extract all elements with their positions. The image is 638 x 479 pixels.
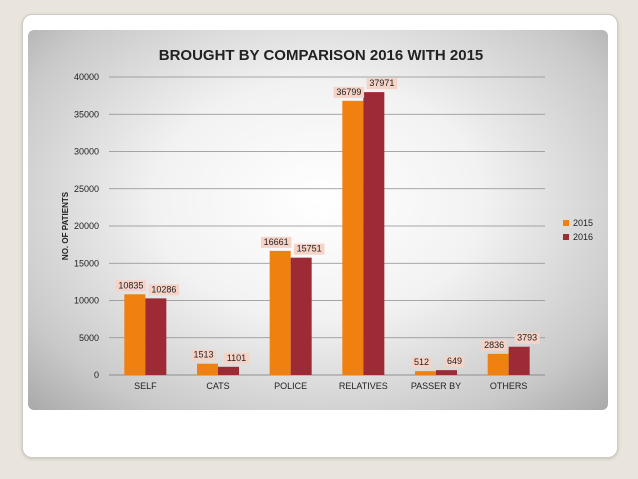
legend: 2015 2016 [563,218,593,242]
bar-2016-relatives [363,92,385,375]
bar-2015-police [269,250,291,375]
data-label: 10286 [151,284,176,294]
data-label: 15751 [297,244,322,254]
data-label-bg [366,78,398,90]
data-label-bg [333,86,365,98]
x-tick-label: POLICE [274,381,307,391]
data-label-bg [148,284,180,296]
data-label: 512 [414,357,429,367]
y-tick-label: 25000 [74,184,99,194]
y-tick-label: 20000 [74,221,99,231]
axes: 0 5000 10000 15000 20000 25000 30000 35000 40000… [74,72,527,391]
bar-2016-police [290,257,312,375]
data-label: 649 [447,356,462,366]
bar-2016-others [508,346,530,375]
data-label-bg [260,236,292,248]
data-label-bg [115,280,147,292]
data-label-bg [444,356,465,368]
legend-label-2016: 2016 [573,232,593,242]
data-label: 36799 [336,87,361,97]
bar-2015-others [487,353,509,375]
data-label-bg [293,243,325,255]
legend-swatch-2015 [563,220,569,226]
grid-lines [109,76,545,376]
x-tick-label: PASSER BY [411,381,461,391]
legend-label-2015: 2015 [573,218,593,228]
data-label-bg [223,352,250,364]
data-label: 10835 [118,280,143,290]
data-label-bg [514,332,540,344]
bar-2015-passer-by [415,371,436,375]
y-tick-label: 5000 [79,333,99,343]
chart-title: BROUGHT BY COMPARISON 2016 WITH 2015 [159,47,484,64]
bar-2016-passer-by [436,370,457,375]
data-label: 16661 [264,237,289,247]
x-tick-label: OTHERS [490,381,528,391]
y-tick-label: 30000 [74,147,99,157]
bars [124,92,530,376]
y-tick-label: 10000 [74,296,99,306]
y-tick-label: 40000 [74,72,99,82]
data-label: 3793 [517,333,537,343]
data-labels: 10835 10286 1513 1101 16661 15751 36799 37971 51… [115,78,540,369]
data-label-bg [481,339,507,351]
data-label: 1101 [227,353,246,363]
bar-2015-self [124,294,146,375]
y-tick-label: 35000 [74,109,99,119]
data-label-bg [190,349,217,361]
bar-2015-cats [197,363,218,375]
y-axis-label: NO. OF PATIENTS [61,191,70,260]
x-tick-label: RELATIVES [339,381,388,391]
bar-2016-cats [218,366,239,375]
x-tick-label: CATS [206,381,229,391]
bar-2015-relatives [342,100,364,376]
data-label: 1513 [193,350,213,360]
bar-2016-self [145,298,167,375]
data-label-bg [411,357,432,369]
y-tick-label: 15000 [74,258,99,268]
y-tick-label: 0 [94,370,99,380]
legend-swatch-2016 [563,234,569,240]
x-tick-label: SELF [134,381,157,391]
data-label: 2836 [484,340,504,350]
data-label: 37971 [369,78,394,88]
